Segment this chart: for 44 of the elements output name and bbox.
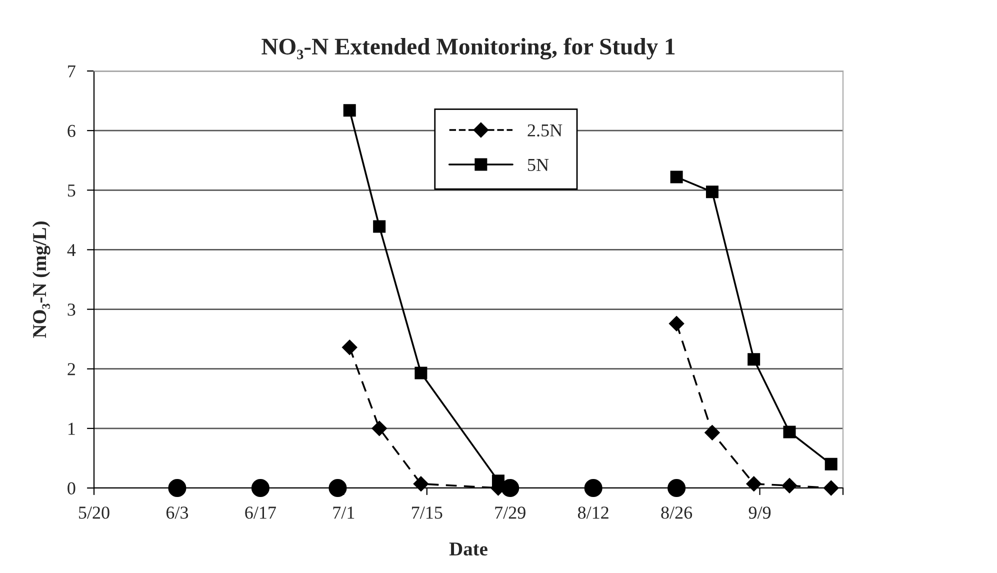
x-tick-label: 8/26 [661,506,692,519]
chart-title: NO₃-N Extended Monitoring, for Study 1 [262,38,675,60]
point [168,478,186,498]
point [342,340,358,355]
point [782,478,798,494]
y-axis-title: NO₃-N (mg/L) [32,222,50,338]
legend-label: 2.5N [528,124,562,137]
y-tick-label: 7 [68,65,76,78]
legend-label: 5N [528,159,549,172]
x-tick-label: 6/3 [166,506,188,519]
point [668,316,684,332]
point [373,220,386,233]
point [501,478,520,498]
point [670,170,683,184]
point [746,476,762,492]
point [372,420,387,436]
y-tick-label: 3 [68,304,76,316]
point [251,478,270,498]
point [492,474,504,488]
y-tick-label: 0 [68,482,76,494]
x-tick-label: 9/9 [748,506,771,519]
y-tick-label: 5 [68,184,76,197]
x-axis-title: Date [449,542,488,556]
point [328,478,347,498]
point [584,478,602,498]
x-tick-label: 8/12 [578,506,608,519]
point [704,425,720,440]
y-tick-label: 2 [68,363,75,376]
x-tick-label: 7/29 [495,506,526,519]
y-tick-label: 6 [68,124,76,138]
point [706,186,718,198]
x-tick-label: 7/15 [412,506,442,519]
x-tick-label: 5/20 [79,506,110,519]
point [748,353,760,366]
point [414,366,428,380]
point [783,426,796,438]
point [668,478,686,498]
y-tick-label: 4 [67,244,76,256]
x-tick-label: 6/17 [245,506,276,519]
point [343,104,356,117]
y-tick-label: 1 [68,422,75,435]
point [413,476,429,492]
x-tick-label: 7/1 [333,506,354,519]
point [824,458,838,470]
